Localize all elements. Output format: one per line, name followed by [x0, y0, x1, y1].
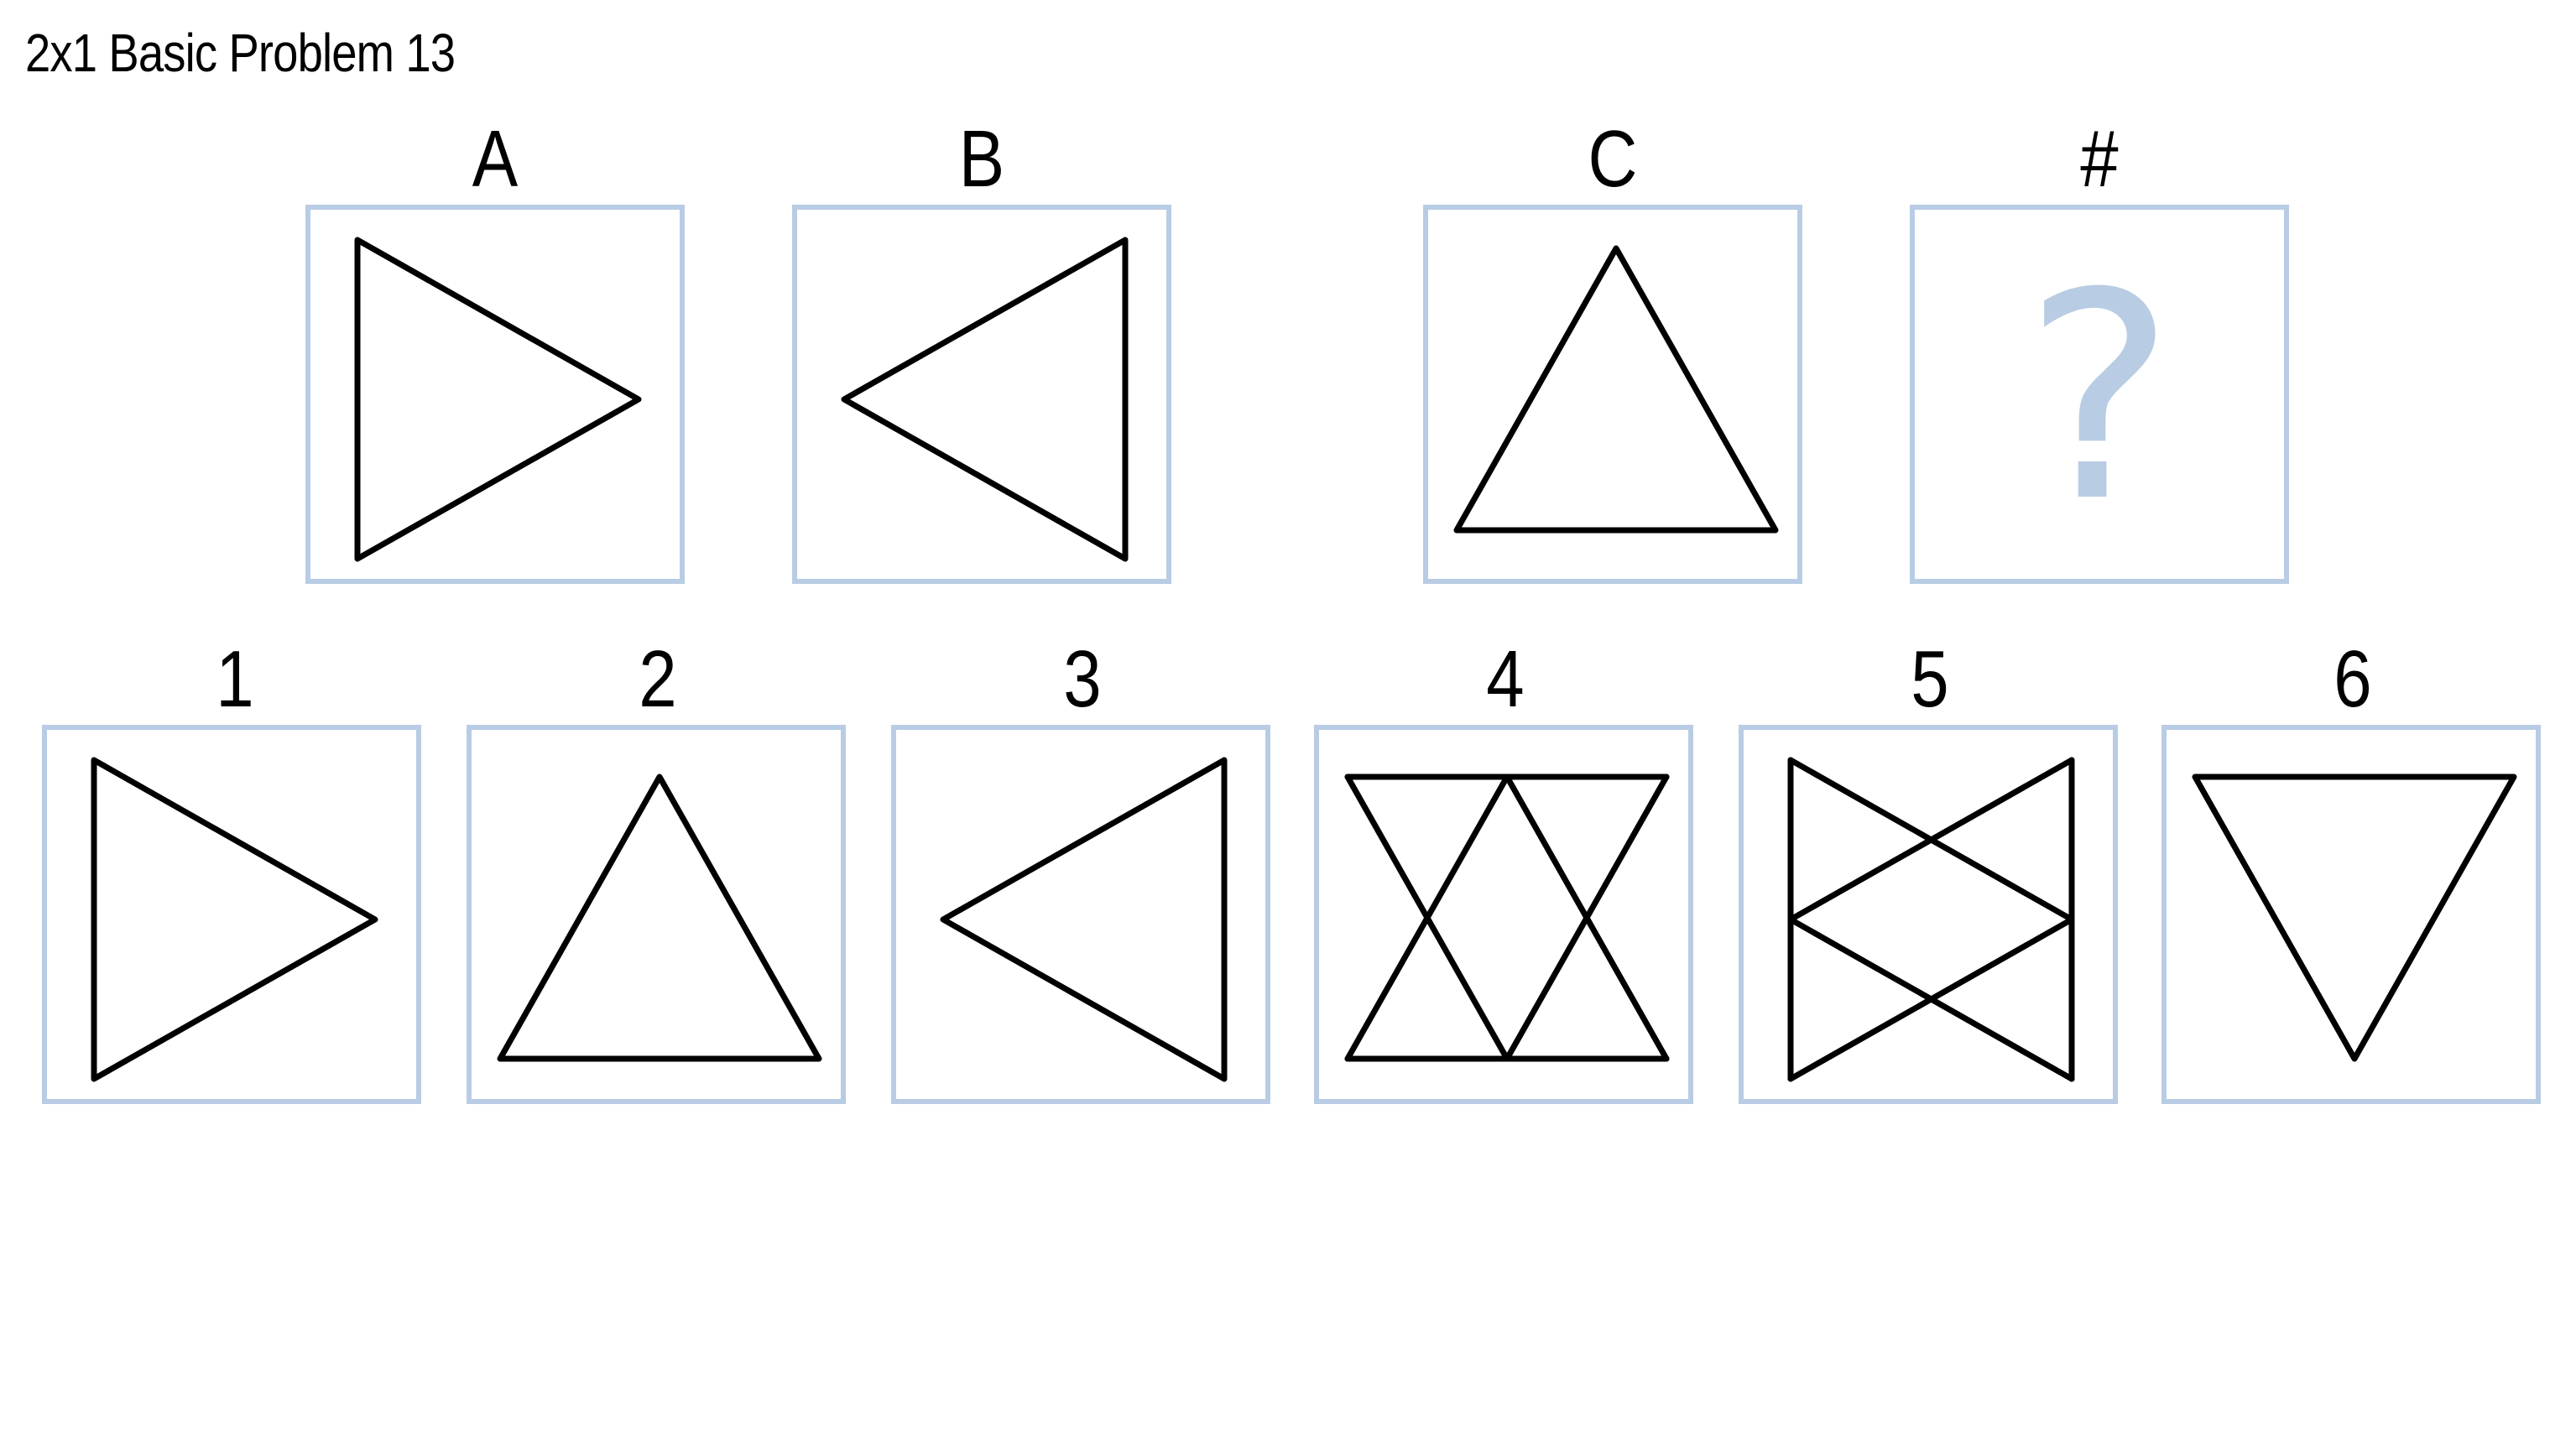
panel-b — [792, 205, 1171, 584]
option-label-1: 1 — [216, 634, 254, 724]
option-label-4: 4 — [1486, 634, 1525, 724]
question-mark-placeholder: ? — [2023, 232, 2176, 565]
option-label-3: 3 — [1063, 634, 1102, 724]
triangle-right-figure — [91, 757, 378, 1082]
panel-label-b: B — [958, 114, 1005, 204]
answer-panel[interactable]: ? — [1910, 205, 2289, 584]
option-label-2: 2 — [639, 634, 677, 724]
option-label-5: 5 — [1911, 634, 1949, 724]
double-bowtie-figure — [1787, 757, 2075, 1082]
panel-a — [305, 205, 685, 584]
triangle-up-figure — [497, 773, 822, 1062]
option-5[interactable] — [1739, 725, 2118, 1104]
double-hourglass-figure — [1344, 773, 1670, 1062]
option-1[interactable] — [42, 725, 421, 1104]
panel-label-a: A — [472, 114, 519, 204]
option-2[interactable] — [467, 725, 846, 1104]
option-4[interactable] — [1314, 725, 1693, 1104]
triangle-left-figure — [940, 757, 1228, 1082]
panel-c — [1423, 205, 1802, 584]
triangle-left-figure — [841, 237, 1129, 562]
option-6[interactable] — [2161, 725, 2541, 1104]
panel-label-c: C — [1588, 114, 1638, 204]
triangle-down-figure — [2192, 773, 2517, 1062]
option-3[interactable] — [891, 725, 1270, 1104]
option-label-6: 6 — [2334, 634, 2372, 724]
problem-title: 2x1 Basic Problem 13 — [25, 23, 456, 83]
panel-label-answer: # — [2080, 114, 2119, 204]
triangle-up-figure — [1453, 245, 1779, 534]
triangle-right-figure — [354, 237, 642, 562]
